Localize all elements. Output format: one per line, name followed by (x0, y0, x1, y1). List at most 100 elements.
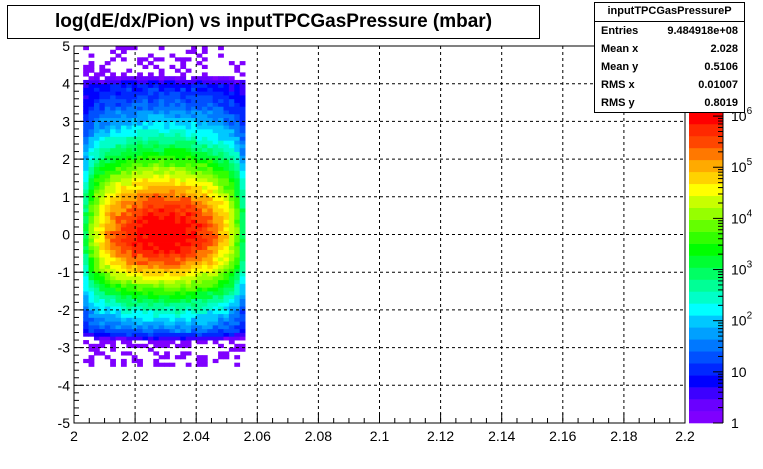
heatmap-cell (180, 264, 187, 269)
heatmap-cell (131, 283, 138, 288)
heatmap-cell (120, 257, 127, 262)
heatmap-cell (115, 260, 122, 266)
heatmap-cell (137, 260, 143, 266)
heatmap-cell (110, 91, 116, 96)
heatmap-cell (104, 76, 111, 81)
heatmap-cell (147, 189, 154, 194)
heatmap-cell (137, 302, 143, 307)
heatmap-cell (228, 283, 235, 288)
heatmap-cell (115, 83, 122, 88)
heatmap-cell (99, 68, 106, 73)
heatmap-cell (228, 87, 235, 92)
heatmap-cell (239, 283, 246, 288)
heatmap-cell (234, 68, 241, 73)
stats-box: inputTPCGasPressureP Entries 9.484918e+08… (594, 2, 745, 113)
heatmap-cell (99, 260, 106, 266)
heatmap-cell (164, 260, 170, 266)
heatmap-cell (212, 113, 219, 119)
heatmap-cell (191, 324, 197, 330)
heatmap-cell (110, 336, 116, 341)
heatmap-cell (147, 159, 154, 164)
heatmap-cell (147, 204, 154, 209)
heatmap-cell (88, 159, 95, 164)
heatmap-cell (120, 208, 127, 213)
heatmap-cell (142, 79, 149, 85)
heatmap-cell (88, 362, 95, 367)
heatmap-cell (137, 362, 143, 367)
heatmap-cell (164, 110, 170, 115)
heatmap-cell (174, 324, 181, 330)
heatmap-cell (174, 223, 181, 228)
heatmap-cell (201, 355, 208, 360)
heatmap-cell (153, 294, 160, 299)
heatmap-cell (180, 219, 187, 224)
stats-rows: Entries 9.484918e+08 Mean x 2.028 Mean y 0.51… (595, 22, 744, 112)
heatmap-cell (93, 87, 100, 92)
heatmap-cell (99, 336, 106, 341)
heatmap-cell (234, 144, 241, 149)
heatmap-cell (137, 166, 143, 171)
heatmap-cell (223, 306, 230, 311)
heatmap-cell (196, 151, 203, 156)
heatmap-cell (201, 166, 208, 171)
heatmap-cell (218, 189, 224, 194)
heatmap-cell (201, 234, 208, 239)
y-tick-label: -3 (58, 340, 71, 356)
heatmap-cell (131, 275, 138, 281)
heatmap-cell (104, 219, 111, 224)
heatmap-cell (83, 140, 89, 145)
heatmap-cell (201, 46, 208, 51)
heatmap-cell (158, 340, 165, 345)
heatmap-cell (180, 185, 187, 190)
heatmap-cell (196, 98, 203, 103)
heatmap-cell (153, 275, 160, 281)
heatmap-cell (142, 268, 149, 273)
heatmap-cell (212, 91, 219, 96)
heatmap-cell (131, 91, 138, 96)
heatmap-cell (223, 79, 230, 85)
heatmap-cell (126, 291, 133, 296)
heatmap-cell (180, 340, 187, 345)
heatmap-cell (185, 102, 192, 107)
heatmap-cell (169, 309, 176, 315)
heatmap-cell (212, 193, 219, 198)
heatmap-cell (180, 215, 187, 220)
heatmap-cell (174, 128, 181, 134)
heatmap-cell (164, 185, 170, 190)
heatmap-cell (169, 306, 176, 311)
heatmap-cell (88, 64, 95, 70)
heatmap-cell (88, 211, 95, 217)
heatmap-cell (104, 245, 111, 250)
heatmap-cell (110, 189, 116, 194)
heatmap-cell (142, 226, 149, 232)
heatmap-cell (126, 219, 133, 224)
heatmap-cell (153, 117, 160, 122)
heatmap-cell (164, 147, 170, 152)
heatmap-cell (174, 291, 181, 296)
heatmap-cell (185, 155, 192, 160)
heatmap-cell (180, 91, 187, 96)
heatmap-cell (131, 287, 138, 292)
heatmap-cell (185, 313, 192, 318)
heatmap-cell (228, 340, 235, 345)
heatmap-cell (115, 230, 122, 235)
heatmap-cell (126, 328, 133, 333)
heatmap-cell (142, 275, 149, 281)
heatmap-cell (120, 238, 127, 243)
heatmap-cell (93, 174, 100, 179)
heatmap-cell (110, 140, 116, 145)
heatmap-cell (196, 328, 203, 333)
heatmap-cell (104, 79, 111, 85)
heatmap-cell (169, 253, 176, 258)
heatmap-cell (83, 340, 89, 345)
heatmap-cell (180, 79, 187, 85)
heatmap-cell (212, 151, 219, 156)
heatmap-cell (164, 98, 170, 103)
heatmap-cell (147, 95, 154, 100)
heatmap-cell (239, 177, 246, 183)
heatmap-cell (126, 193, 133, 198)
heatmap-cell (137, 106, 143, 111)
heatmap-cell (169, 279, 176, 284)
heatmap-cell (212, 95, 219, 100)
heatmap-cell (115, 136, 122, 141)
